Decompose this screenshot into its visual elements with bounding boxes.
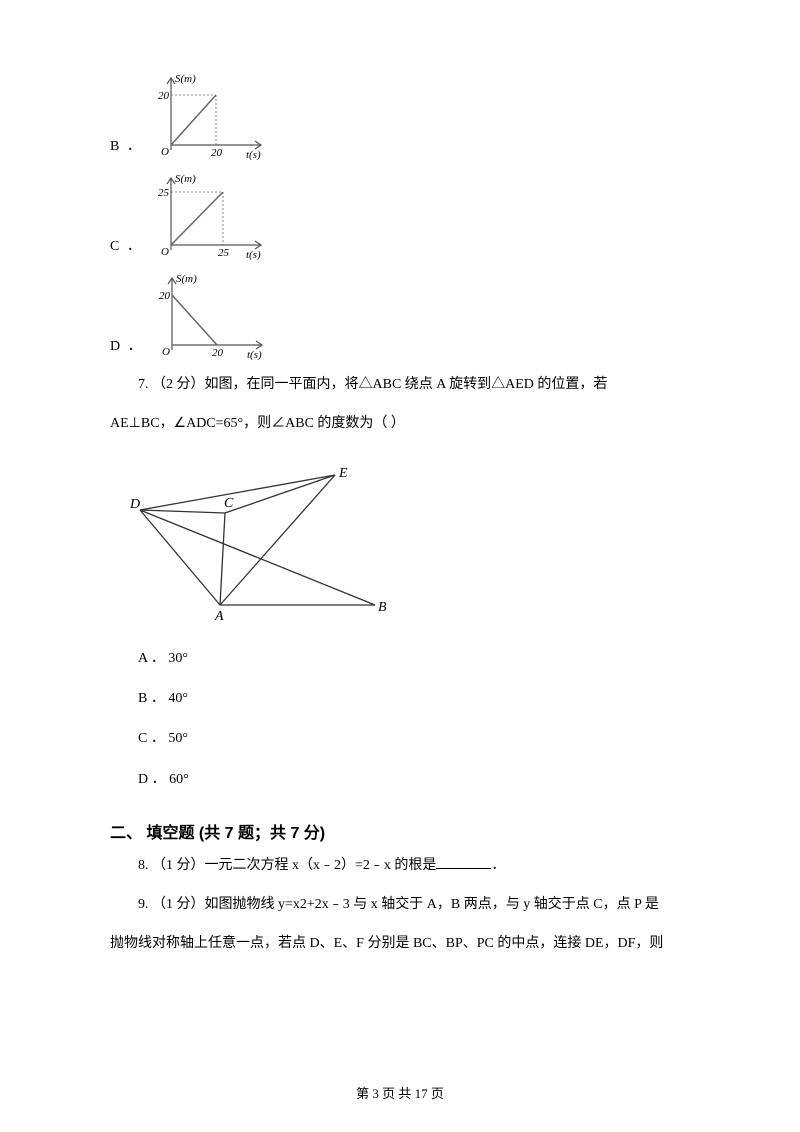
q7-optC: C ． 50° bbox=[110, 728, 690, 750]
q7-line2: AE⊥BC，∠ADC=65°，则∠ABC 的度数为（ ） bbox=[110, 409, 690, 440]
q9-line1: 9. （1 分）如图抛物线 y=x2+2x﹣3 与 x 轴交于 A，B 两点，与… bbox=[110, 890, 690, 921]
option-c-row: C ． 25 25 O S(m) t(s) bbox=[110, 170, 690, 260]
q9-line2: 抛物线对称轴上任意一点，若点 D、E、F 分别是 BC、BP、PC 的中点，连接… bbox=[110, 929, 690, 960]
svg-text:O: O bbox=[162, 346, 170, 358]
svg-text:C: C bbox=[224, 496, 234, 511]
q7-optD: D ． 60° bbox=[110, 769, 690, 791]
svg-text:S(m): S(m) bbox=[175, 173, 196, 185]
svg-text:E: E bbox=[338, 466, 348, 481]
svg-text:25: 25 bbox=[218, 247, 230, 259]
q7-diagram: D C E A B bbox=[130, 455, 690, 630]
option-d-row: D ． 20 20 O S(m) t(s) bbox=[110, 270, 690, 360]
q8-blank[interactable] bbox=[436, 855, 491, 869]
graph-b: 20 20 O S(m) t(s) bbox=[151, 70, 271, 160]
svg-text:20: 20 bbox=[159, 290, 171, 302]
svg-text:S(m): S(m) bbox=[175, 73, 196, 85]
svg-text:20: 20 bbox=[212, 347, 224, 359]
option-c-label: C ． bbox=[110, 235, 143, 260]
q7-optA: A ． 30° bbox=[110, 648, 690, 670]
q7-line1: 7. （2 分）如图，在同一平面内，将△ABC 绕点 A 旋转到△AED 的位置… bbox=[110, 370, 690, 401]
svg-text:t(s): t(s) bbox=[246, 149, 261, 160]
graph-d: 20 20 O S(m) t(s) bbox=[152, 270, 272, 360]
page-footer: 第 3 页 共 17 页 bbox=[0, 1083, 800, 1102]
svg-text:20: 20 bbox=[211, 147, 223, 159]
q8-text: 8. （1 分）一元二次方程 x（x﹣2）=2﹣x 的根是 ． bbox=[110, 851, 690, 882]
svg-text:t(s): t(s) bbox=[246, 249, 261, 260]
svg-text:A: A bbox=[214, 609, 224, 624]
option-d-label: D ． bbox=[110, 335, 144, 360]
svg-text:D: D bbox=[130, 497, 140, 512]
svg-text:t(s): t(s) bbox=[247, 349, 262, 360]
svg-text:B: B bbox=[378, 600, 387, 615]
option-b-row: B ． 20 20 O S(m) t(s) bbox=[110, 70, 690, 160]
option-b-label: B ． bbox=[110, 135, 143, 160]
svg-text:O: O bbox=[161, 246, 169, 258]
svg-text:25: 25 bbox=[158, 187, 170, 199]
graph-c: 25 25 O S(m) t(s) bbox=[151, 170, 271, 260]
section2-title: 二、 填空题 (共 7 题；共 7 分) bbox=[110, 819, 690, 843]
svg-text:20: 20 bbox=[158, 90, 170, 102]
q7-optB: B ． 40° bbox=[110, 688, 690, 710]
q8-after: ． bbox=[491, 858, 505, 873]
q8-before: 8. （1 分）一元二次方程 x（x﹣2）=2﹣x 的根是 bbox=[138, 858, 436, 873]
svg-text:S(m): S(m) bbox=[176, 273, 197, 285]
svg-text:O: O bbox=[161, 146, 169, 158]
